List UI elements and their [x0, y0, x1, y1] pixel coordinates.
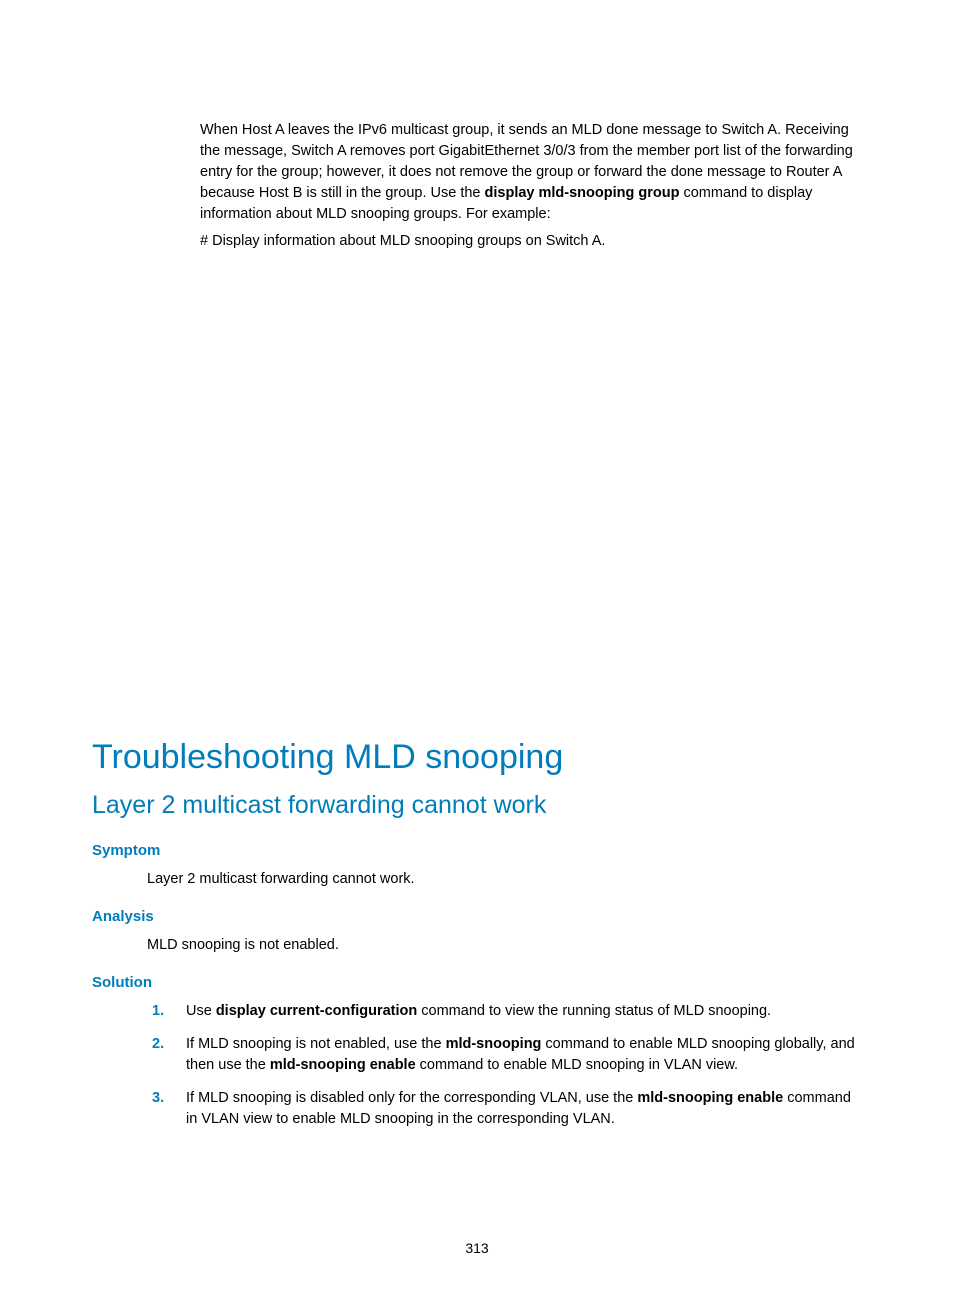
heading-sub: Layer 2 multicast forwarding cannot work — [92, 791, 862, 820]
document-page: When Host A leaves the IPv6 multicast gr… — [0, 0, 954, 1296]
step-command: mld-snooping — [446, 1036, 542, 1052]
step-body: If MLD snooping is disabled only for the… — [186, 1088, 862, 1130]
step-text: command to view the running status of ML… — [417, 1003, 771, 1019]
step-item: 2. If MLD snooping is not enabled, use t… — [152, 1034, 862, 1076]
step-command: mld-snooping enable — [270, 1057, 416, 1073]
step-text: command to enable MLD snooping in VLAN v… — [416, 1057, 738, 1073]
solution-label: Solution — [92, 974, 862, 991]
intro-bold-command: display mld-snooping group — [485, 185, 680, 201]
step-number: 2. — [152, 1034, 186, 1076]
layout-gap — [92, 258, 862, 738]
step-item: 3. If MLD snooping is disabled only for … — [152, 1088, 862, 1130]
intro-paragraph-1: When Host A leaves the IPv6 multicast gr… — [200, 120, 862, 225]
step-text: If MLD snooping is disabled only for the… — [186, 1090, 637, 1106]
heading-main: Troubleshooting MLD snooping — [92, 738, 862, 777]
solution-steps: 1. Use display current-configuration com… — [152, 1001, 862, 1130]
intro-paragraph-2: # Display information about MLD snooping… — [200, 231, 862, 252]
step-item: 1. Use display current-configuration com… — [152, 1001, 862, 1022]
page-number: 313 — [0, 1240, 954, 1256]
analysis-text: MLD snooping is not enabled. — [147, 935, 862, 956]
step-number: 3. — [152, 1088, 186, 1130]
step-body: Use display current-configuration comman… — [186, 1001, 862, 1022]
step-command: display current-configuration — [216, 1003, 417, 1019]
intro-block: When Host A leaves the IPv6 multicast gr… — [200, 120, 862, 252]
symptom-text: Layer 2 multicast forwarding cannot work… — [147, 869, 862, 890]
step-number: 1. — [152, 1001, 186, 1022]
symptom-label: Symptom — [92, 842, 862, 859]
step-text: If MLD snooping is not enabled, use the — [186, 1036, 446, 1052]
analysis-label: Analysis — [92, 908, 862, 925]
step-body: If MLD snooping is not enabled, use the … — [186, 1034, 862, 1076]
step-text: Use — [186, 1003, 216, 1019]
step-command: mld-snooping enable — [637, 1090, 783, 1106]
